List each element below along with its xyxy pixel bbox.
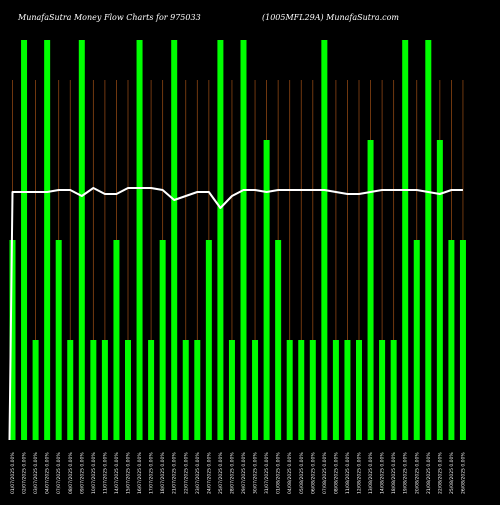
money-flow-line — [8, 187, 463, 441]
bar — [436, 140, 443, 440]
x-tick-label: 08/08/2025 0.00% — [333, 452, 339, 494]
bar — [367, 140, 374, 440]
bar — [205, 240, 212, 440]
bar — [113, 240, 120, 440]
bar — [21, 40, 28, 440]
x-tick-label: 07/07/2025 0.00% — [56, 452, 62, 494]
x-tick-label: 05/08/2025 0.00% — [299, 452, 305, 494]
x-tick-label: 06/08/2025 0.00% — [310, 452, 316, 494]
bar — [78, 40, 85, 440]
bar — [263, 140, 270, 440]
bar — [332, 340, 339, 440]
x-tick-label: 09/07/2025 0.00% — [79, 452, 85, 494]
x-tick-label: 02/07/2025 0.00% — [22, 452, 28, 494]
x-tick-label: 04/08/2025 0.00% — [287, 452, 293, 494]
x-tick-label: 11/07/2025 0.00% — [102, 452, 108, 494]
bar — [55, 240, 62, 440]
bars — [9, 40, 466, 440]
x-tick-label: 25/08/2025 0.00% — [449, 452, 455, 494]
bar — [275, 240, 282, 440]
x-tick-label: 07/08/2025 0.00% — [322, 452, 328, 494]
x-tick-label: 03/07/2025 0.00% — [33, 452, 39, 494]
x-tick-labels: 01/07/2025 0.00% 02/07/2025 0.00% 03/07/20… — [10, 452, 466, 494]
bar — [390, 340, 397, 440]
x-tick-label: 24/07/2025 0.00% — [206, 452, 212, 494]
x-tick-label: 15/07/2025 0.00% — [126, 452, 132, 494]
x-tick-label: 19/08/2025 0.00% — [403, 452, 409, 494]
bar — [125, 340, 131, 440]
bar — [159, 240, 166, 440]
bar — [136, 40, 143, 440]
x-tick-label: 23/07/2025 0.00% — [195, 452, 201, 494]
bar — [309, 340, 316, 440]
bar — [194, 340, 201, 440]
x-tick-label: 25/07/2025 0.00% — [218, 452, 224, 494]
x-tick-label: 08/07/2025 0.00% — [68, 452, 74, 494]
x-tick-label: 12/08/2025 0.00% — [357, 452, 363, 494]
x-tick-label: 16/07/2025 0.00% — [137, 452, 143, 494]
x-tick-label: 22/08/2025 0.00% — [437, 452, 443, 494]
x-tick-label: 01/08/2025 0.00% — [276, 452, 282, 494]
x-tick-label: 14/08/2025 0.00% — [380, 452, 386, 494]
bar — [148, 340, 155, 440]
bar — [228, 340, 235, 440]
bar — [67, 340, 74, 440]
x-tick-label: 11/08/2025 0.00% — [345, 452, 351, 494]
x-tick-label: 17/07/2025 0.00% — [149, 452, 155, 494]
bar — [32, 340, 39, 440]
bar — [448, 240, 455, 440]
x-tick-label: 04/07/2025 0.00% — [45, 452, 51, 494]
bar — [413, 240, 420, 440]
x-tick-label: 13/08/2025 0.00% — [368, 452, 374, 494]
x-tick-label: 14/07/2025 0.00% — [114, 452, 120, 494]
bar — [298, 340, 305, 440]
x-tick-label: 01/07/2025 0.00% — [10, 452, 16, 494]
x-tick-label: 10/07/2025 0.00% — [91, 452, 97, 494]
chart-title-right: (1005MFL29A) MunafaSutra.com — [262, 13, 399, 22]
bar — [344, 340, 351, 440]
bar — [44, 40, 51, 440]
bar — [182, 340, 189, 440]
x-tick-label: 20/08/2025 0.00% — [414, 452, 420, 494]
x-tick-label: 21/08/2025 0.00% — [426, 452, 432, 494]
x-tick-label: 28/07/2025 0.00% — [229, 452, 235, 494]
bar — [101, 340, 108, 440]
x-tick-label: 29/07/2025 0.00% — [241, 452, 247, 494]
money-flow-line-group — [8, 187, 463, 441]
chart-title-left: MunafaSutra Money Flow Charts for 975033 — [17, 13, 201, 22]
x-tick-label: 18/07/2025 0.00% — [160, 452, 166, 494]
bar — [217, 40, 224, 440]
x-tick-label: 21/07/2025 0.00% — [172, 452, 178, 494]
bar — [90, 340, 97, 440]
bar — [402, 40, 409, 440]
bar — [252, 340, 259, 440]
bar — [321, 40, 328, 440]
bar — [171, 40, 178, 440]
bar — [459, 240, 466, 440]
x-tick-label: 26/08/2025 0.00% — [460, 452, 466, 494]
bar — [356, 340, 362, 440]
bar — [240, 40, 247, 440]
bar — [379, 340, 386, 440]
x-tick-label: 18/08/2025 0.00% — [391, 452, 397, 494]
bar — [286, 340, 293, 440]
x-tick-label: 30/07/2025 0.00% — [253, 452, 259, 494]
x-tick-label: 22/07/2025 0.00% — [183, 452, 189, 494]
bar — [425, 40, 432, 440]
x-tick-label: 31/07/2025 0.00% — [264, 452, 270, 494]
bar — [9, 240, 16, 440]
